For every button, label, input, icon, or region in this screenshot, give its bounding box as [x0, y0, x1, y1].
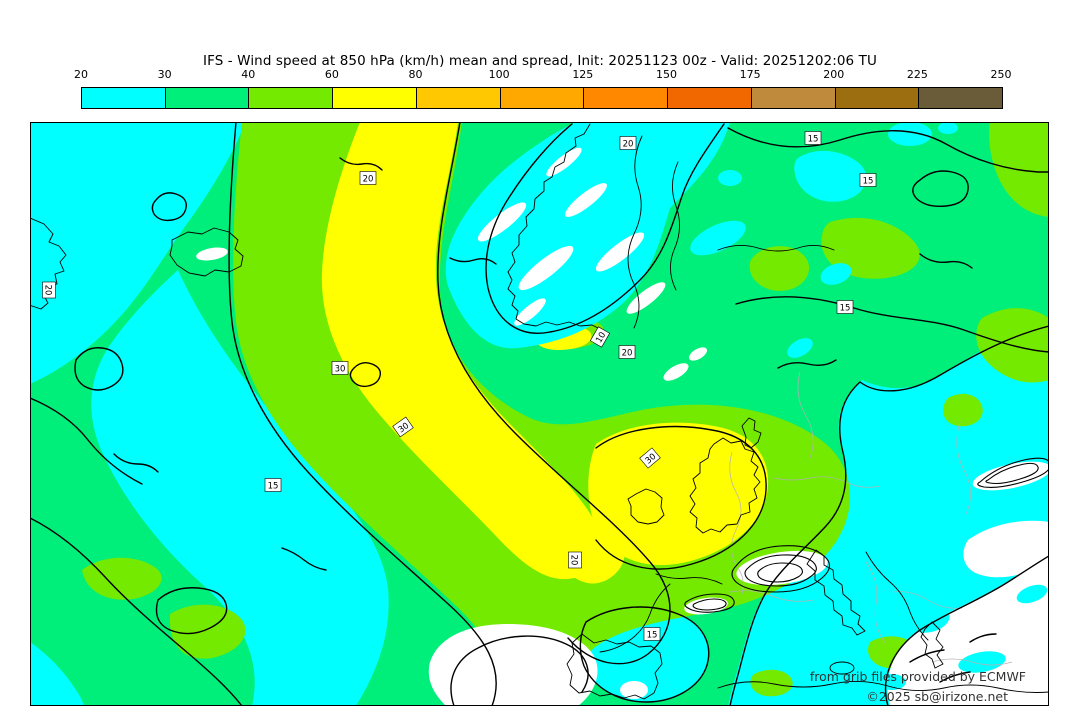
colorbar-cell-125-150 — [584, 88, 669, 108]
colorbar-cell-100-125 — [500, 88, 585, 108]
contour-label: 20 — [568, 551, 582, 569]
coast-sicily — [829, 661, 855, 675]
contour-label: 30 — [639, 447, 661, 469]
colorbar-cell-30-40 — [165, 88, 250, 108]
svg-text:15: 15 — [268, 482, 279, 492]
contour-label: 20 — [42, 281, 56, 299]
colorbar-tick: 30 — [157, 68, 172, 81]
spread-contours — [30, 122, 1049, 706]
colorbar-tick: 175 — [739, 68, 761, 81]
contour-label: 20 — [618, 345, 636, 359]
contour-label: 10 — [589, 326, 611, 348]
coast-sweden — [627, 135, 643, 329]
svg-text:20: 20 — [623, 140, 634, 150]
contour-label: 15 — [264, 478, 282, 492]
svg-text:15: 15 — [647, 631, 658, 641]
colorbar-cell-60-80 — [333, 88, 417, 108]
map-title: IFS - Wind speed at 850 hPa (km/h) mean … — [203, 53, 877, 69]
mountain-contours — [684, 457, 1049, 613]
colorbar-cell-80-100 — [416, 88, 501, 108]
contour-label: 15 — [836, 300, 854, 314]
svg-text:15: 15 — [840, 304, 851, 314]
svg-text:10: 10 — [594, 331, 608, 345]
colorbar-tick: 80 — [408, 68, 423, 81]
colorbar-tick: 125 — [572, 68, 594, 81]
coast-ireland — [627, 488, 665, 525]
colorbar-tick: 150 — [655, 68, 677, 81]
contour-label: 15 — [859, 173, 877, 187]
coast-adriatic — [865, 551, 929, 641]
svg-text:20: 20 — [43, 285, 53, 296]
colorbar-cell-225-250 — [919, 88, 1003, 108]
colorbar-tick: 200 — [823, 68, 845, 81]
country-borders — [729, 371, 1013, 666]
coast-britain — [689, 437, 761, 534]
colorbar-cell-40-60 — [249, 88, 334, 108]
colorbar-tick: 40 — [241, 68, 256, 81]
colorbar-tick: 225 — [906, 68, 928, 81]
coast-biscay — [599, 583, 671, 653]
colorbar-tick: 20 — [74, 68, 88, 81]
svg-text:20: 20 — [363, 175, 374, 185]
svg-text:20: 20 — [569, 555, 579, 566]
wind-speed-map: 20 20 15 15 10 20 15 30 20 30 15 30 20 15 — [30, 122, 1049, 706]
contour-label: 15 — [804, 131, 822, 145]
map-frame: 20 20 15 15 10 20 15 30 20 30 15 30 20 15 — [30, 122, 1049, 706]
contour-label: 30 — [392, 416, 414, 438]
coast-iberia — [566, 633, 663, 700]
coast-greenland — [30, 217, 67, 310]
svg-text:30: 30 — [335, 365, 346, 375]
colorbar-cell-200-225 — [835, 88, 920, 108]
coast-italy — [806, 549, 866, 636]
contour-label: 20 — [359, 171, 377, 185]
svg-text:15: 15 — [863, 177, 874, 187]
contour-label: 15 — [643, 627, 661, 641]
colorbar-cell-20-30 — [82, 88, 166, 108]
coast-baltic — [717, 245, 835, 252]
attribution-copyright: ©2025 sb@irizone.net — [866, 689, 1008, 704]
layer-cyan-over — [445, 122, 958, 358]
coast-africa — [717, 681, 1049, 693]
coast-channel — [655, 573, 723, 585]
contour-labels-group: 20 20 15 15 10 20 15 30 20 30 15 30 20 15 — [42, 131, 877, 641]
coast-iceland — [169, 227, 244, 277]
coast-norway — [507, 123, 603, 331]
coast-bothnia — [670, 161, 680, 291]
svg-text:20: 20 — [622, 349, 633, 359]
colorbar-cell-150-175 — [668, 88, 752, 108]
colorbar-tick: 60 — [324, 68, 339, 81]
svg-text:15: 15 — [808, 135, 819, 145]
coastlines — [30, 123, 1049, 700]
layer-white — [196, 147, 1049, 706]
coast-greece — [920, 621, 944, 669]
map-border — [30, 122, 1049, 706]
coast-denmark — [741, 417, 762, 449]
colorbar-ticks: 20 30 40 60 80 100 125 150 175 200 225 250 — [74, 68, 1012, 82]
colorbar-tick: 250 — [990, 68, 1012, 81]
colorbar — [81, 87, 1003, 109]
colorbar-cell-175-200 — [751, 88, 836, 108]
contour-label: 30 — [331, 361, 349, 375]
attribution-source: from grib files provided by ECMWF — [809, 669, 1026, 684]
colorbar-tick: 100 — [488, 68, 510, 81]
contour-label: 20 — [619, 136, 637, 150]
